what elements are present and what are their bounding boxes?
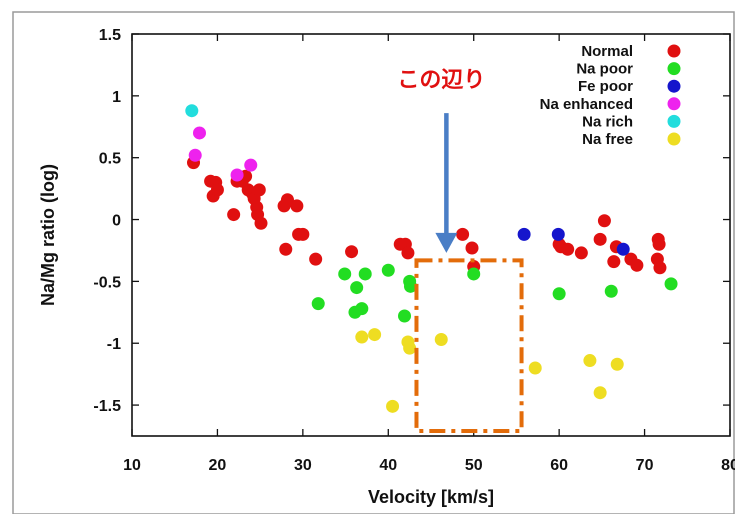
point-na-poor [381, 263, 395, 277]
point-normal [401, 246, 415, 260]
point-fe-poor [551, 227, 565, 241]
y-tick-label: -1 [107, 336, 121, 353]
annotation-layer: この辺り [397, 67, 524, 434]
legend-label: Na free [582, 131, 633, 148]
point-normal [465, 241, 479, 255]
point-normal [593, 232, 607, 246]
point-na-free [434, 333, 448, 347]
point-na-enhanced [230, 168, 244, 182]
point-normal [607, 255, 621, 269]
legend-marker [667, 132, 681, 146]
point-na-enhanced [244, 158, 258, 172]
legend-marker [667, 114, 681, 128]
x-tick-label: 20 [209, 457, 227, 474]
legend-marker [667, 97, 681, 111]
point-na-poor [355, 302, 369, 316]
point-normal [210, 183, 224, 197]
y-axis-label: Na/Mg ratio (log) [38, 164, 58, 306]
point-na-poor [358, 267, 372, 281]
point-na-free [386, 399, 400, 413]
point-fe-poor [616, 242, 630, 256]
point-normal [279, 242, 293, 256]
point-normal [280, 193, 294, 207]
point-na-free [528, 361, 542, 375]
point-normal [597, 214, 611, 228]
x-axis-label: Velocity [km/s] [368, 487, 494, 507]
point-normal [227, 208, 241, 222]
point-normal [561, 242, 575, 256]
legend-label: Normal [581, 43, 633, 60]
point-na-poor [552, 287, 566, 301]
point-normal [309, 252, 323, 266]
x-tick-label: 30 [294, 457, 312, 474]
point-na-free [593, 386, 607, 400]
y-tick-label: 1 [112, 89, 121, 106]
data-points [185, 104, 678, 413]
point-na-poor [338, 267, 352, 281]
point-normal [290, 199, 304, 213]
axis-ticks: 10 20 30 40 50 60 70 80 -1.5 -1 -0.5 0 0.5 1 1.5 [93, 27, 735, 474]
y-tick-label: 0 [112, 213, 121, 230]
point-na-poor [311, 297, 325, 311]
point-na-poor [403, 279, 417, 293]
point-normal [653, 261, 667, 275]
x-tick-label: 70 [636, 457, 654, 474]
point-normal [296, 227, 310, 241]
point-normal [652, 237, 666, 251]
legend-label: Na poor [576, 61, 633, 78]
point-na-enhanced [188, 148, 202, 162]
point-na-poor [467, 267, 481, 281]
legend-label: Na rich [582, 113, 633, 130]
y-tick-label: 0.5 [99, 151, 121, 168]
annotation-label: この辺り [397, 67, 485, 92]
point-normal [252, 183, 266, 197]
point-na-free [355, 330, 369, 344]
highlight-box [414, 258, 524, 434]
y-tick-label: -0.5 [93, 274, 121, 291]
y-tick-label: 1.5 [99, 27, 121, 44]
x-tick-label: 50 [465, 457, 483, 474]
point-na-poor [604, 284, 618, 298]
point-na-free [403, 341, 417, 355]
legend-marker [667, 62, 681, 76]
point-na-enhanced [192, 126, 206, 140]
point-na-free [610, 357, 624, 371]
point-na-poor [350, 281, 364, 295]
point-normal [254, 216, 268, 230]
point-na-poor [664, 277, 678, 291]
point-na-poor [398, 309, 412, 323]
plot-area [131, 33, 731, 437]
legend-label: Fe poor [578, 78, 633, 95]
y-tick-label: -1.5 [93, 398, 121, 415]
point-normal [456, 227, 470, 241]
legend-marker [667, 44, 681, 58]
x-tick-label: 60 [550, 457, 568, 474]
point-normal [574, 246, 588, 260]
x-tick-label: 10 [123, 457, 141, 474]
arrow-head-icon [435, 232, 458, 253]
x-tick-label: 40 [379, 457, 397, 474]
legend-label: Na enhanced [540, 96, 633, 113]
x-tick-label: 80 [721, 457, 735, 474]
point-normal [630, 258, 644, 272]
point-na-free [368, 328, 382, 342]
legend-marker [667, 79, 681, 93]
point-fe-poor [517, 227, 531, 241]
point-normal [345, 245, 359, 259]
point-na-rich [185, 104, 199, 118]
point-na-free [583, 354, 597, 368]
